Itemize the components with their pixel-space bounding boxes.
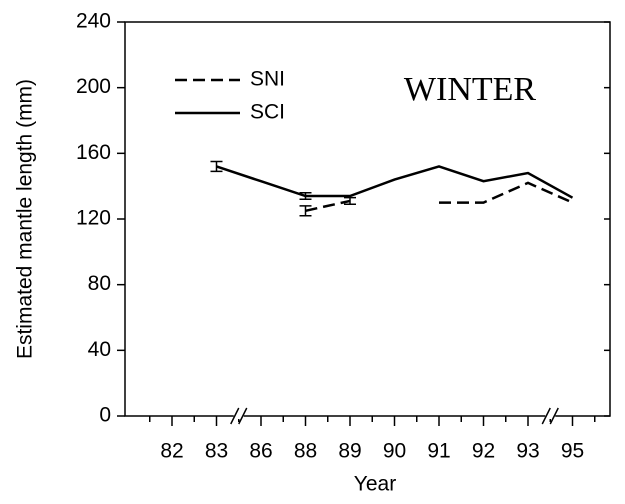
series-line xyxy=(216,165,574,199)
x-tick-label: 92 xyxy=(472,440,495,463)
x-tick-label: 89 xyxy=(338,440,361,463)
legend-label: SNI xyxy=(250,68,285,91)
error-bar xyxy=(299,205,312,217)
y-axis-label: Estimated mantle length (mm) xyxy=(14,79,37,359)
x-tick-label: 82 xyxy=(160,440,183,463)
x-tick-label: 86 xyxy=(249,440,272,463)
axis-break xyxy=(230,407,240,425)
y-tick-label: 120 xyxy=(76,207,111,230)
axis-break xyxy=(549,407,559,425)
y-tick-label: 0 xyxy=(99,404,111,427)
x-tick-label: 91 xyxy=(427,440,450,463)
y-tick-label: 240 xyxy=(76,10,111,33)
x-tick-label: 83 xyxy=(205,440,228,463)
error-bar xyxy=(210,160,223,173)
annotation: WINTER xyxy=(404,71,537,108)
axis-break-gap xyxy=(233,413,244,419)
axis-break-gap xyxy=(545,413,556,419)
y-tick-label: 40 xyxy=(88,338,111,361)
x-tick-label: 90 xyxy=(383,440,406,463)
y-tick-label: 160 xyxy=(76,141,111,164)
y-tick-label: 80 xyxy=(88,272,111,295)
legend-label: SCI xyxy=(250,101,285,124)
series-line xyxy=(305,181,574,213)
axis-break xyxy=(238,407,248,425)
error-bar xyxy=(299,191,312,201)
x-tick-label: 93 xyxy=(516,440,539,463)
x-tick-label: 88 xyxy=(294,440,317,463)
x-tick-label: 95 xyxy=(561,440,584,463)
error-bar xyxy=(344,196,356,205)
x-axis-label: Year xyxy=(354,473,396,496)
axis-break xyxy=(541,407,551,425)
y-tick-label: 200 xyxy=(76,75,111,98)
